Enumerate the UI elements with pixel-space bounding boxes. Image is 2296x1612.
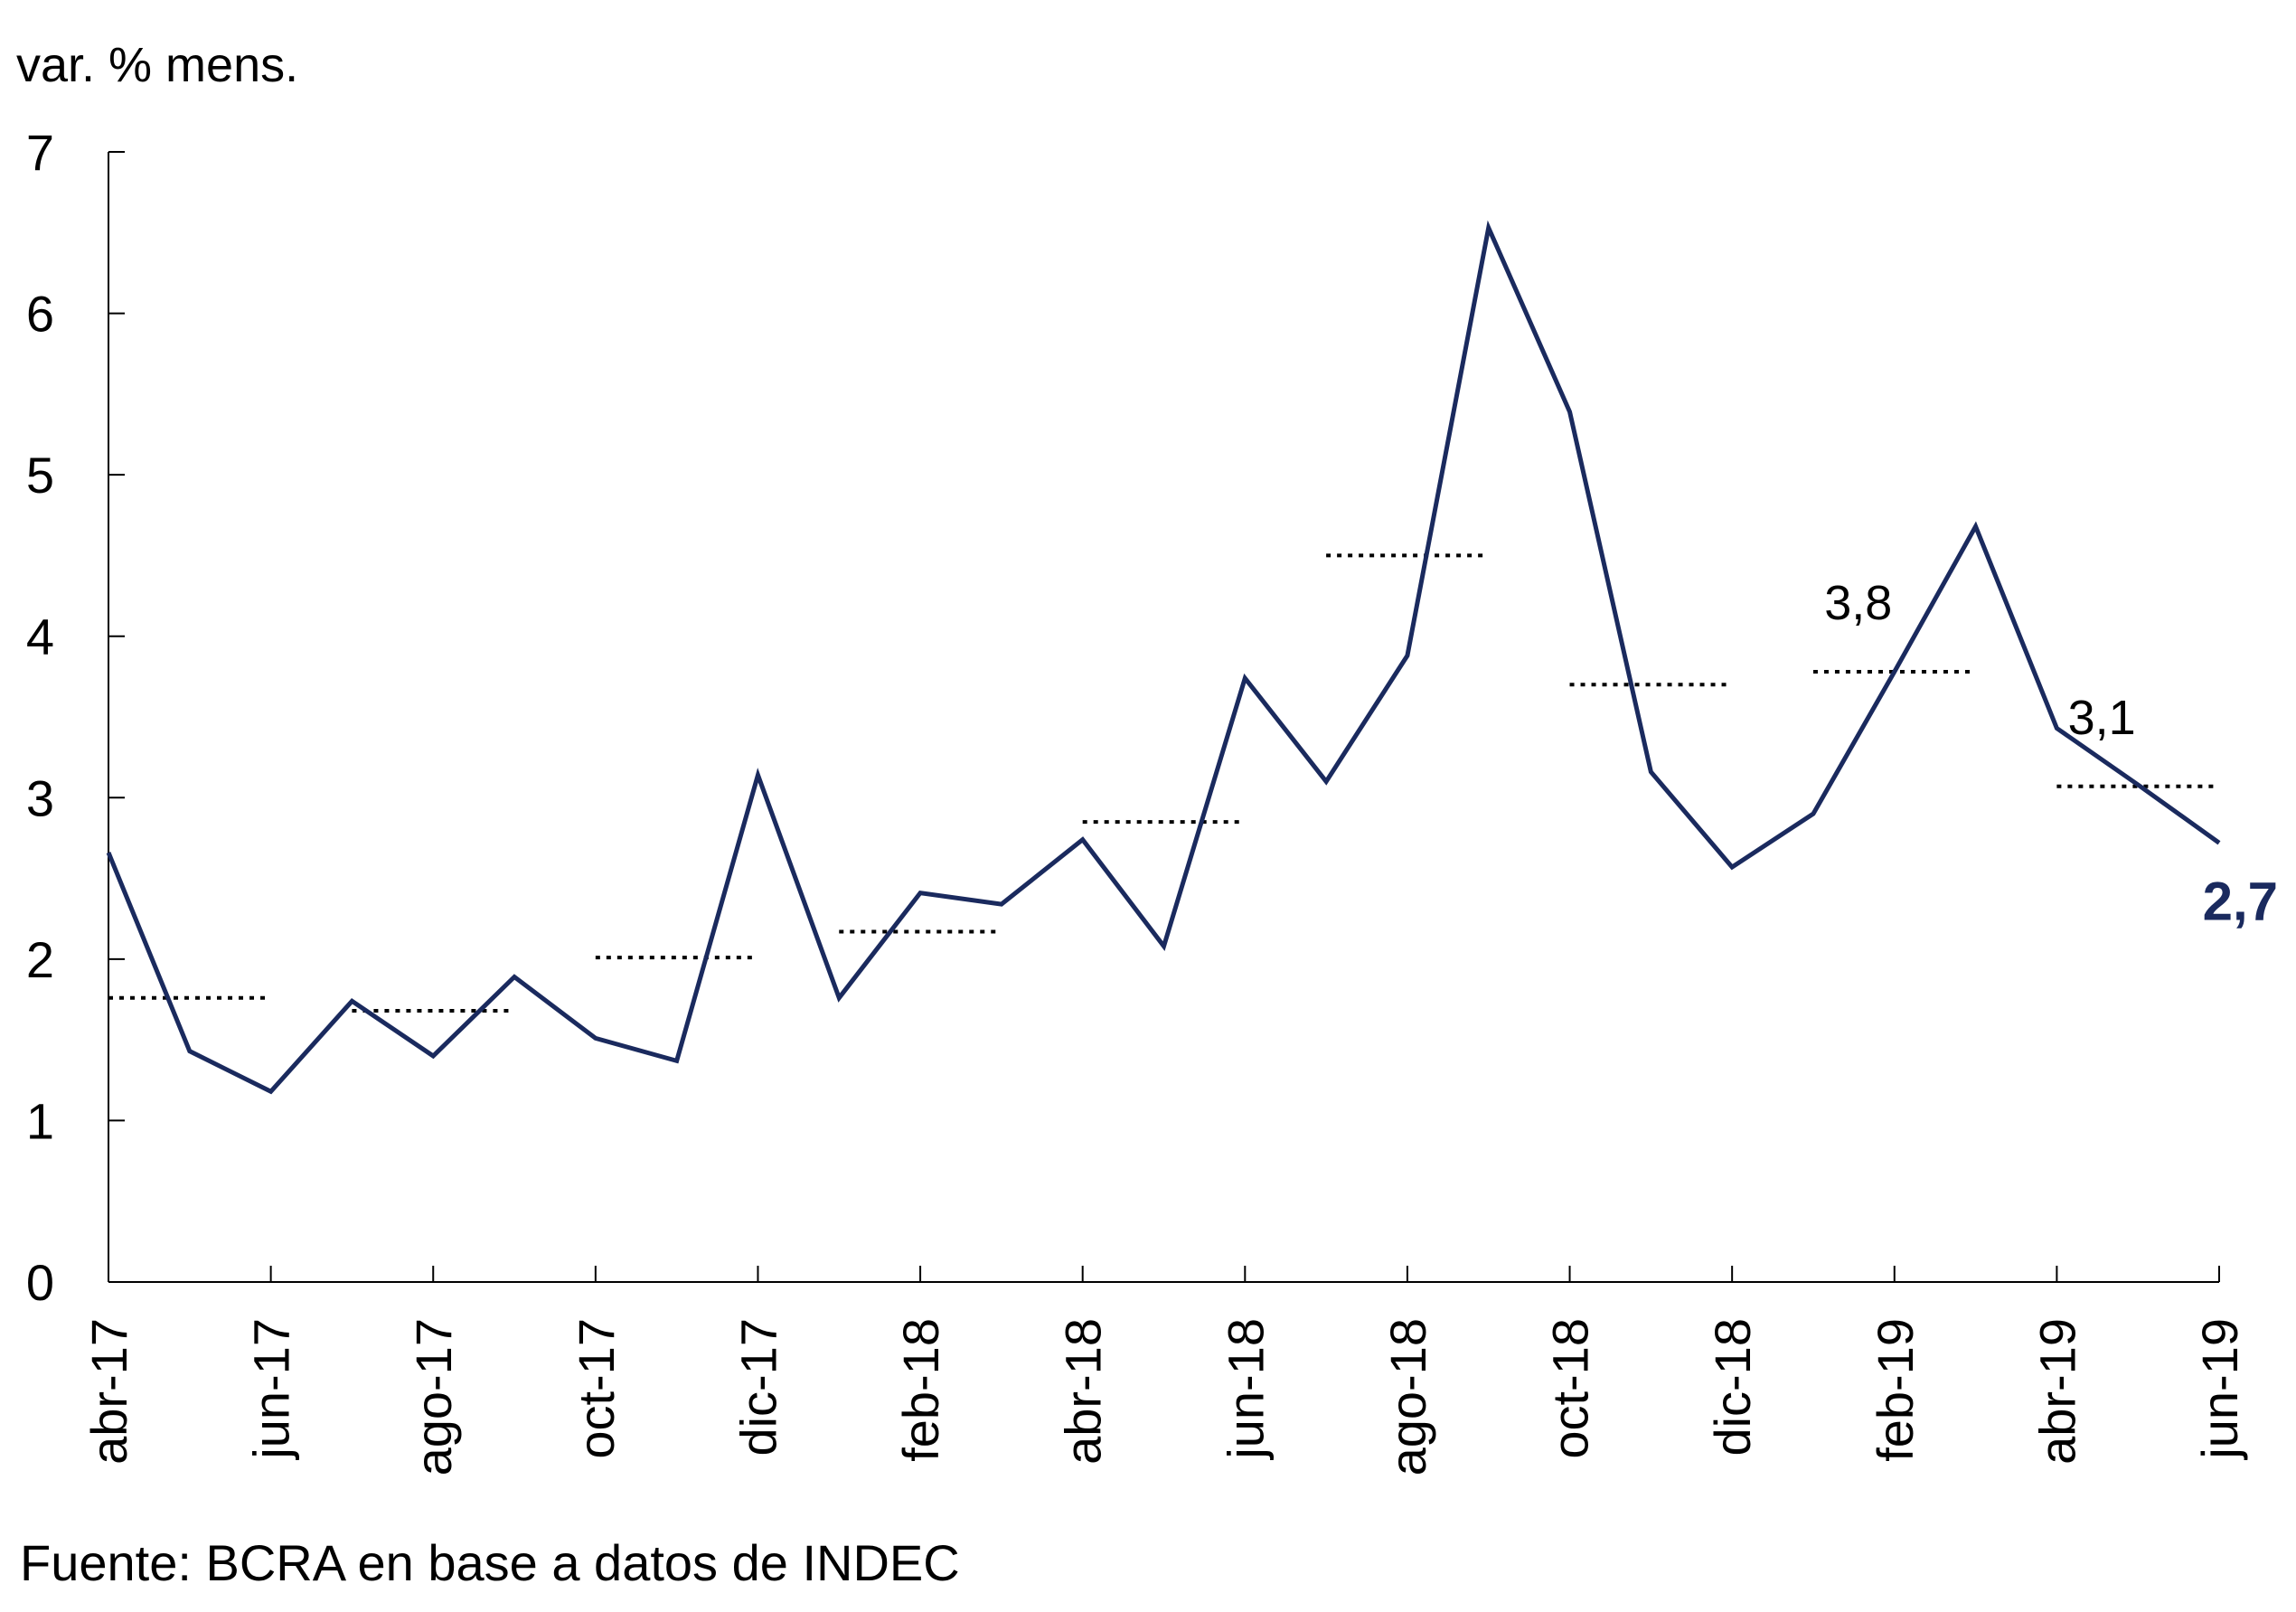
- x-tick-label: abr-18: [1055, 1318, 1112, 1465]
- x-axis: abr-17 jun-17 ago-17 oct-17 dic-17 feb-18 abr-…: [80, 1266, 2248, 1475]
- y-tick-label: 2: [26, 931, 54, 988]
- y-tick-label: 4: [26, 608, 54, 665]
- x-tick-label: oct-17: [568, 1318, 625, 1459]
- x-tick-label: jun-18: [1217, 1318, 1274, 1461]
- series-layer: [106, 220, 2221, 1095]
- x-tick-label: feb-18: [892, 1318, 949, 1462]
- average-annotation: 3,1: [2068, 691, 2136, 745]
- y-tick-label: 3: [26, 769, 54, 826]
- average-annotation: 3,8: [1824, 576, 1892, 630]
- y-tick-label: 1: [26, 1092, 54, 1149]
- x-tick-label: dic-17: [729, 1318, 786, 1456]
- x-tick-label: feb-19: [1867, 1318, 1924, 1462]
- annotations: 3,8 3,1 2,7: [1824, 576, 2278, 931]
- x-tick-label: dic-18: [1704, 1318, 1761, 1456]
- x-tick-label: abr-17: [80, 1318, 137, 1465]
- last-value-label: 2,7: [2203, 871, 2278, 931]
- x-tick-label: ago-18: [1379, 1318, 1436, 1475]
- series-line: [106, 220, 2221, 1095]
- x-tick-label: oct-18: [1542, 1318, 1599, 1459]
- x-tick-label: abr-19: [2028, 1318, 2085, 1465]
- y-tick-label: 0: [26, 1254, 54, 1311]
- x-tick-label: jun-19: [2191, 1318, 2248, 1461]
- y-tick-label: 5: [26, 447, 54, 504]
- x-tick-label: ago-17: [405, 1318, 462, 1475]
- y-axis: 0 1 2 3 4 5 6 7: [26, 124, 125, 1311]
- y-tick-label: 7: [26, 124, 54, 181]
- y-axis-unit-label: var. % mens.: [16, 38, 298, 92]
- y-tick-label: 6: [26, 286, 54, 343]
- source-note: Fuente: BCRA en base a datos de INDEC: [20, 1534, 960, 1591]
- x-tick-label: jun-17: [243, 1318, 300, 1461]
